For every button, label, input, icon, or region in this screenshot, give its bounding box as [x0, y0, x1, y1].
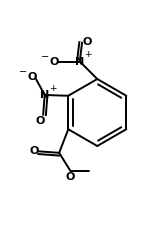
Text: O: O — [27, 72, 36, 82]
Text: N: N — [40, 90, 49, 100]
Text: O: O — [29, 146, 39, 156]
Text: O: O — [35, 116, 45, 126]
Text: +: + — [84, 50, 92, 59]
Text: O: O — [66, 172, 75, 182]
Text: N: N — [75, 56, 84, 67]
Text: O: O — [83, 38, 92, 47]
Text: +: + — [49, 84, 57, 93]
Text: −: − — [42, 52, 50, 62]
Text: O: O — [49, 56, 59, 67]
Text: −: − — [19, 67, 27, 77]
